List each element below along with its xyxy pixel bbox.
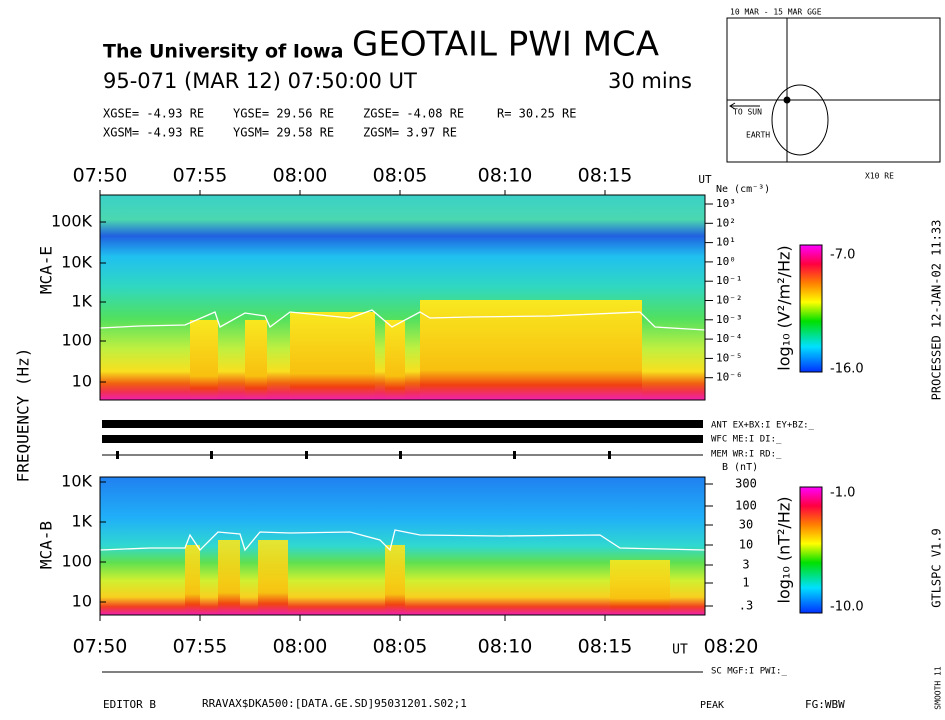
ne-tick: 10⁻³ (716, 313, 743, 326)
smooth: SMOOTH 11 (934, 666, 943, 710)
time-label-top: 08:15 (578, 165, 633, 187)
footer-mode: PEAK (700, 700, 724, 711)
b-trace (99, 529, 706, 552)
ant-bar (102, 420, 703, 428)
b-tick: 30 (739, 518, 753, 532)
freq-label: 10K (61, 472, 92, 491)
gse: YGSE= 29.56 RE (233, 107, 334, 121)
gse: R= 30.25 RE (497, 107, 576, 121)
freq-label: 100 (61, 331, 92, 350)
b-label: B (nT) (722, 462, 758, 473)
ne-tick: 10⁻⁴ (716, 332, 743, 345)
freq-label: 10 (72, 372, 92, 391)
colorbar-label: log₁₀ (V²/m²/Hz) (775, 245, 794, 370)
ne-tick: 10⁻¹ (716, 274, 743, 287)
ne-tick: 10⁻⁵ (716, 351, 743, 364)
institution: The University of Iowa (103, 41, 343, 63)
ne-tick: 10⁰ (716, 255, 736, 268)
mem-ticks (116, 451, 611, 459)
orbit-label: X10 RE (865, 172, 894, 181)
time-label-top: 08:05 (373, 165, 428, 187)
footer-fg: FG:WBW (805, 698, 845, 711)
time-label-top: 07:55 (173, 165, 228, 187)
time-unit: UT (672, 643, 688, 658)
b-tick: 1 (742, 576, 749, 590)
colorbar-b (799, 486, 823, 614)
time-label-bottom: 07:50 (73, 636, 128, 658)
status: ANT EX+BX:I EY+BZ:_ (711, 421, 815, 431)
freq-label: 1K (71, 512, 92, 531)
ne-tick: 10¹ (716, 236, 736, 249)
panel-name: MCA-E (37, 246, 56, 294)
footer-file: RRAVAX$DKA500:[DATA.GE.SD]95031201.S02;1 (202, 697, 467, 710)
sc-status: SC MGF:I PWI:_ (711, 667, 787, 677)
ne-tick: 10⁻⁶ (716, 371, 743, 384)
time-label-bottom: 08:05 (373, 636, 428, 658)
b-tick: 100 (735, 499, 757, 513)
freq-label: 10 (72, 592, 92, 611)
b-tick: 3 (742, 558, 749, 572)
colorbar-min: -10.0 (830, 600, 864, 615)
colorbar-min: -16.0 (830, 362, 864, 377)
orbit-plot (726, 17, 941, 163)
freq-label: 100K (51, 212, 93, 231)
wfc-bar (102, 435, 703, 443)
b-tick: 300 (735, 477, 757, 491)
gse: XGSE= -4.93 RE (103, 107, 204, 121)
status: MEM WR:I RD:_ (711, 450, 782, 460)
ne-trace (99, 309, 706, 331)
panel-frame-e (99, 194, 706, 401)
time-label-bottom: 08:15 (578, 636, 633, 658)
freq-label: 10K (61, 253, 92, 272)
freq-label: 1K (71, 292, 92, 311)
orbit-label: EARTH (746, 131, 770, 140)
gse: ZGSE= -4.08 RE (363, 107, 464, 121)
time-end: 08:20 (704, 636, 759, 658)
colorbar-max: -7.0 (830, 248, 855, 263)
footer-editor: EDITOR B (103, 698, 156, 711)
panel-frame-b (99, 476, 706, 616)
time-unit: UT (698, 173, 712, 186)
colorbar-max: -1.0 (830, 486, 855, 501)
processed: PROCESSED 12-JAN-02 11:33 (930, 220, 944, 401)
panel-name: MCA-B (37, 521, 56, 569)
colorbar-label: log₁₀ (nT²/Hz) (775, 497, 794, 604)
gsm: YGSM= 29.58 RE (233, 126, 334, 140)
b-tick: .3 (739, 599, 753, 613)
time-label-bottom: 08:10 (478, 636, 533, 658)
time-label-bottom: 08:00 (273, 636, 328, 658)
date: 95-071 (MAR 12) 07:50:00 UT (103, 69, 417, 93)
ne-tick: 10⁻² (716, 294, 743, 307)
y-axis-label: FREQUENCY (Hz) (14, 348, 33, 483)
freq-label: 100 (61, 552, 92, 571)
orbit-label: TO SUN (733, 108, 762, 117)
ne-tick: 10³ (716, 197, 736, 210)
span: 30 mins (608, 69, 692, 93)
gsm: ZGSM= 3.97 RE (363, 126, 457, 140)
b-tick: 10 (739, 538, 753, 552)
ne-label: Ne (cm⁻³) (716, 184, 770, 195)
orbit-title: 10 MAR - 15 MAR GGE (730, 8, 822, 17)
time-label-top: 07:50 (73, 165, 128, 187)
time-label-bottom: 07:55 (173, 636, 228, 658)
title: GEOTAIL PWI MCA (352, 25, 659, 65)
colorbar-e (799, 244, 823, 373)
status: WFC ME:I DI:_ (711, 435, 782, 445)
ne-tick: 10² (716, 216, 736, 229)
time-label-top: 08:00 (273, 165, 328, 187)
version: GTLSPC V1.9 (930, 528, 944, 607)
bursts-b (185, 540, 670, 615)
gsm: XGSM= -4.93 RE (103, 126, 204, 140)
time-label-top: 08:10 (478, 165, 533, 187)
